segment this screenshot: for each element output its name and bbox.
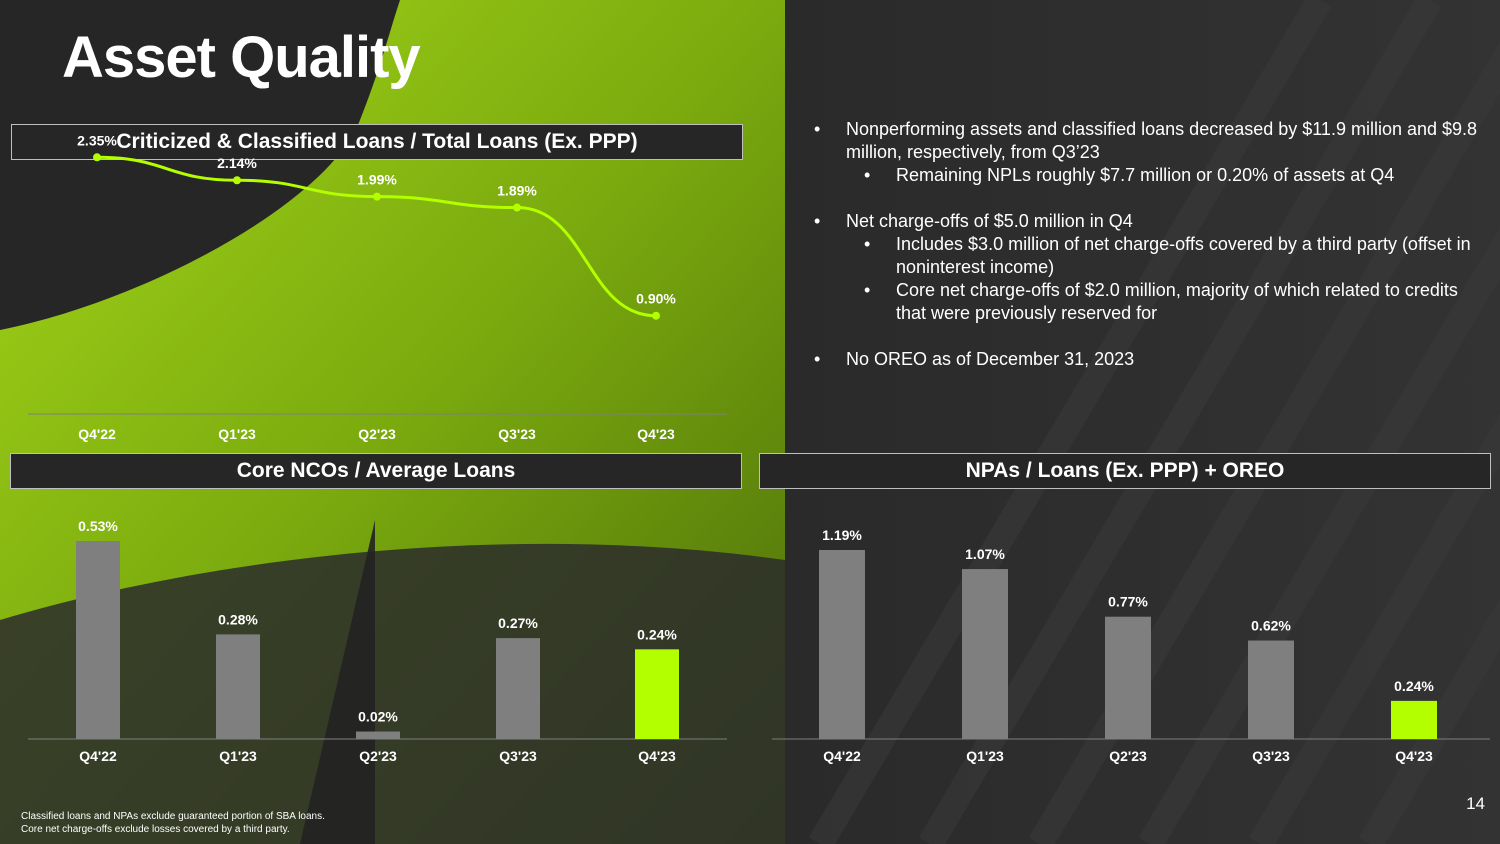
line-point <box>652 311 660 320</box>
npas-x-tick-label: Q1'23 <box>966 748 1004 764</box>
line-x-tick-label: Q4'23 <box>637 426 675 442</box>
core-ncos-data-label: 0.27% <box>498 615 538 631</box>
bullet-dot: • <box>814 119 821 139</box>
bullet-item: • No OREO as of December 31, 2023 <box>812 348 1492 371</box>
page-number: 14 <box>1466 794 1485 813</box>
bullet-text: Net charge-offs of $5.0 million in Q4 <box>846 211 1133 231</box>
bullet-text: No OREO as of December 31, 2023 <box>846 349 1135 369</box>
core-ncos-data-label: 0.28% <box>218 611 258 627</box>
bullet-text: Nonperforming assets and classified loan… <box>846 119 1478 162</box>
line-data-label: 2.35% <box>77 132 117 148</box>
bullet-item: • Net charge-offs of $5.0 million in Q4 <box>812 210 1492 233</box>
bullet-item: • Core net charge-offs of $2.0 million, m… <box>812 279 1492 325</box>
npas-data-label: 0.77% <box>1108 594 1148 610</box>
npas-x-tick-label: Q4'22 <box>823 748 861 764</box>
chart-title-criticized: Criticized & Classified Loans / Total Lo… <box>11 124 743 160</box>
chart-title-core-ncos: Core NCOs / Average Loans <box>10 453 742 489</box>
bullet-item: • Nonperforming assets and classified loa… <box>812 118 1492 164</box>
bullet-item: • Includes $3.0 million of net charge-off… <box>812 233 1492 279</box>
footnote-1: Classified loans and NPAs exclude guaran… <box>21 811 325 822</box>
core-ncos-x-tick-label: Q4'22 <box>79 748 117 764</box>
bullet-spacer <box>812 325 1492 348</box>
chart-title-npas: NPAs / Loans (Ex. PPP) + OREO <box>759 453 1491 489</box>
core-ncos-x-tick-label: Q4'23 <box>638 748 676 764</box>
bullet-dot: • <box>864 165 871 185</box>
npas-data-label: 0.24% <box>1394 678 1434 694</box>
npas-bar <box>1105 616 1151 739</box>
core-ncos-bar <box>216 634 260 739</box>
line-point <box>373 192 381 201</box>
line-point <box>233 176 241 185</box>
npas-x-tick-label: Q4'23 <box>1395 748 1433 764</box>
bullet-dot: • <box>814 211 821 231</box>
footnote-2: Core net charge-offs exclude losses cove… <box>21 824 290 835</box>
bullet-list: • Nonperforming assets and classified loa… <box>812 118 1492 371</box>
line-data-label: 2.14% <box>217 155 257 171</box>
core-ncos-data-label: 0.24% <box>637 626 677 642</box>
line-x-tick-label: Q4'22 <box>78 426 116 442</box>
line-x-tick-label: Q3'23 <box>498 426 536 442</box>
line-x-tick-label: Q2'23 <box>358 426 396 442</box>
page-title: Asset Quality <box>62 25 421 90</box>
line-point <box>513 203 521 212</box>
npas-data-label: 1.07% <box>965 546 1005 562</box>
line-series <box>96 155 657 318</box>
bullet-dot: • <box>864 234 871 254</box>
core-ncos-bar <box>76 541 120 739</box>
bullet-text: Remaining NPLs roughly $7.7 million or 0… <box>896 165 1395 185</box>
core-ncos-bar <box>356 731 400 739</box>
line-x-tick-label: Q1'23 <box>218 426 256 442</box>
line-point <box>93 153 101 162</box>
npas-x-tick-label: Q3'23 <box>1252 748 1290 764</box>
core-ncos-data-label: 0.53% <box>78 518 118 534</box>
npas-bar <box>962 569 1008 739</box>
line-data-label: 0.90% <box>636 291 676 307</box>
bullet-text: Core net charge-offs of $2.0 million, ma… <box>896 280 1458 323</box>
npas-data-label: 0.62% <box>1251 618 1291 634</box>
line-data-label: 1.99% <box>357 172 397 188</box>
npas-data-label: 1.19% <box>822 527 862 543</box>
npas-bar <box>1248 640 1294 739</box>
core-ncos-x-tick-label: Q1'23 <box>219 748 257 764</box>
line-data-label: 1.89% <box>497 183 537 199</box>
core-ncos-bar <box>635 649 679 739</box>
npas-bar <box>819 550 865 739</box>
core-ncos-data-label: 0.02% <box>358 709 398 725</box>
bullet-item: • Remaining NPLs roughly $7.7 million or … <box>812 164 1492 187</box>
bullet-dot: • <box>864 280 871 300</box>
core-ncos-x-tick-label: Q3'23 <box>499 748 537 764</box>
bullet-text: Includes $3.0 million of net charge-offs… <box>896 234 1471 277</box>
npas-bar <box>1391 700 1437 739</box>
core-ncos-x-tick-label: Q2'23 <box>359 748 397 764</box>
bullet-dot: • <box>814 349 821 369</box>
core-ncos-bar <box>496 638 540 739</box>
npas-x-tick-label: Q2'23 <box>1109 748 1147 764</box>
bullet-spacer <box>812 187 1492 210</box>
footnotes: Classified loans and NPAs exclude guaran… <box>21 810 325 836</box>
